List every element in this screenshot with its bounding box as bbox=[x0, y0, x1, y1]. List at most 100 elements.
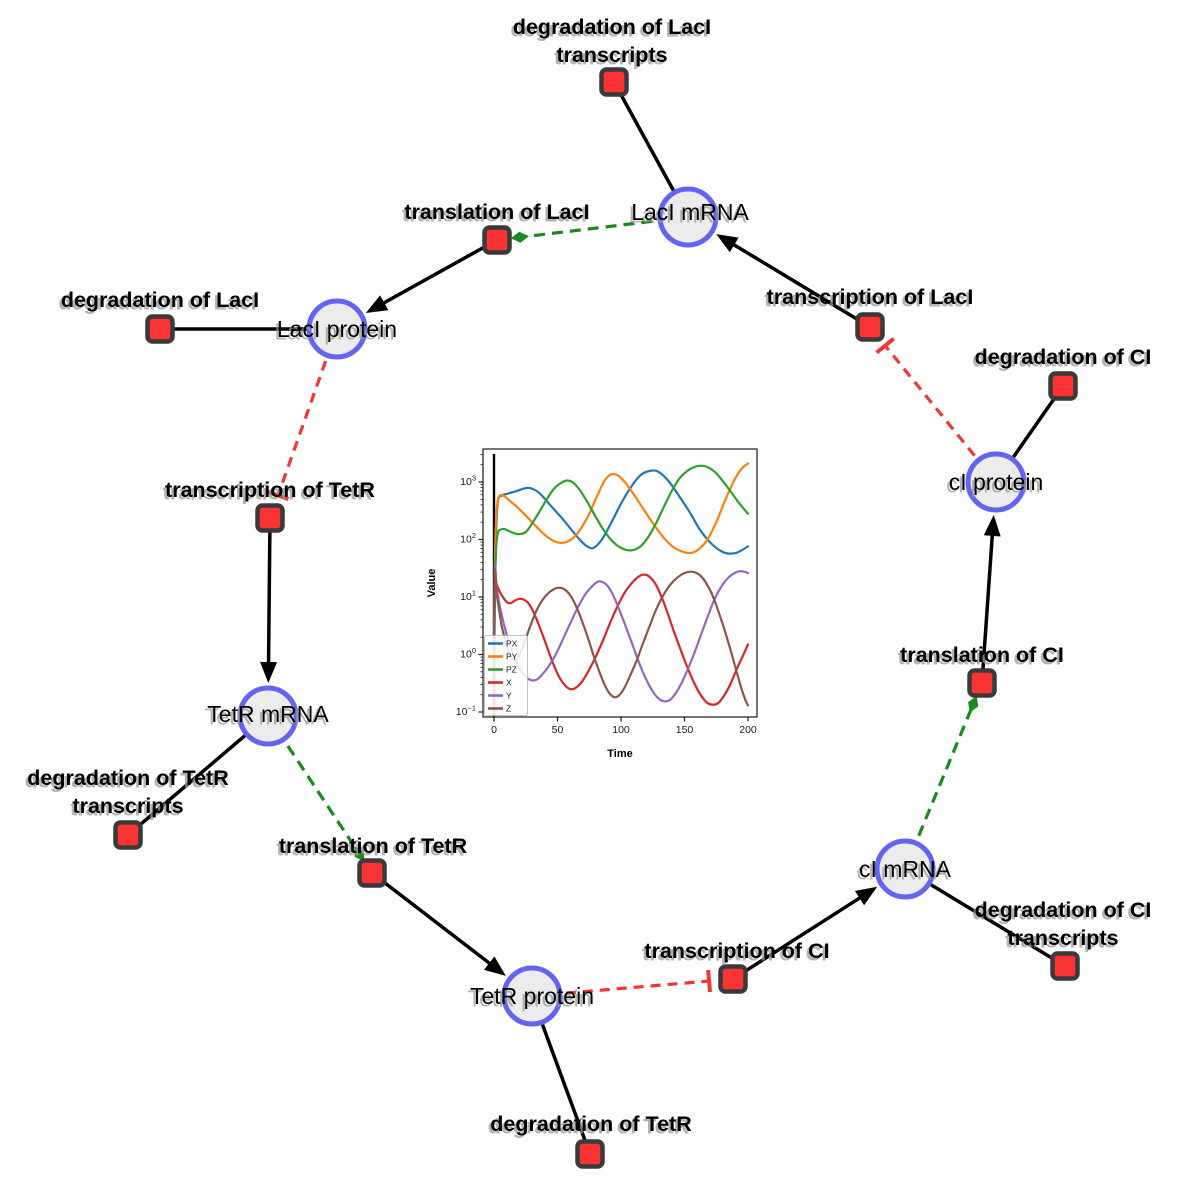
nodes-layer bbox=[113, 67, 1080, 1169]
arrowhead bbox=[484, 956, 506, 976]
reaction-node-transl_tetR[interactable] bbox=[357, 858, 387, 888]
reaction-node-transcr_cI[interactable] bbox=[718, 964, 748, 994]
species-label-tetR_protein-shadow: TetR protein bbox=[467, 986, 591, 1012]
reaction-label-transl_tetR: translation of TetR bbox=[279, 834, 468, 858]
reaction-label-deg_lacI_tr-shadow: transcripts bbox=[554, 46, 665, 70]
catalysis-arrowhead bbox=[354, 846, 365, 862]
chart-y-tick-label: 102 bbox=[460, 531, 476, 546]
reaction-label-transl_lacI: translation of LacI bbox=[404, 200, 589, 224]
chart-x-tick-label: 100 bbox=[612, 724, 630, 736]
species-label-cI_protein-shadow: cI protein bbox=[946, 472, 1041, 498]
chart-series-PZ bbox=[492, 464, 750, 717]
reaction-node-deg_tetR[interactable] bbox=[575, 1139, 605, 1169]
inset-chart: 0 50 100 150 20010−1100101102103TimeValuePXP… bbox=[426, 448, 758, 760]
legend-entry-Z: Z bbox=[506, 704, 511, 714]
chart-series-X bbox=[492, 568, 750, 717]
reaction-node-deg_lacI_tr[interactable] bbox=[599, 67, 629, 97]
species-label-lacI_mRNA-shadow: LacI mRNA bbox=[629, 202, 747, 228]
chart-series-PY bbox=[492, 462, 750, 717]
species-node-lacI_protein[interactable] bbox=[306, 298, 368, 360]
reaction-label-deg_tetR_tr-shadow: degradation of TetR bbox=[25, 769, 227, 793]
species-label-lacI_protein: LacI protein bbox=[277, 316, 397, 342]
edge-lacI_protein-transcr_tetR bbox=[266, 328, 339, 501]
reaction-label-transcr_tetR: transcription of TetR bbox=[165, 478, 375, 502]
reaction-label-deg_lacI-shadow: degradation of LacI bbox=[58, 291, 256, 315]
arrowhead bbox=[260, 661, 278, 684]
legend-entry-PY: PY bbox=[506, 652, 518, 662]
reaction-label-deg_cI_tr-shadow: transcripts bbox=[1005, 929, 1116, 953]
y-axis-label: Value bbox=[426, 569, 438, 598]
edges-layer bbox=[126, 81, 1066, 1155]
reaction-node-transl_lacI[interactable] bbox=[482, 225, 512, 255]
arrowhead bbox=[854, 886, 878, 906]
edge-transl_lacI-lacI_protein bbox=[365, 238, 498, 313]
chart-series-layer bbox=[492, 462, 750, 717]
edge-transcr_lacI-lacI_mRNA bbox=[716, 234, 871, 329]
edge-transcr_cI-cI_mRNA bbox=[732, 886, 878, 981]
edge-transl_cI-cI_protein bbox=[980, 514, 1001, 684]
species-label-tetR_mRNA-shadow: TetR mRNA bbox=[205, 704, 327, 730]
species-node-lacI_mRNA[interactable] bbox=[657, 186, 719, 248]
chart-series-Z bbox=[492, 567, 750, 717]
reaction-node-deg_cI_tr[interactable] bbox=[1050, 951, 1080, 981]
chart-legend: PX PY PZ XYZ bbox=[484, 635, 528, 716]
chart-series-PX bbox=[492, 469, 750, 717]
reaction-label-deg_tetR_tr-shadow: transcripts bbox=[70, 797, 181, 821]
chart-x-tick-label: 200 bbox=[739, 724, 757, 736]
chart-y-tick-label: 10−1 bbox=[456, 704, 476, 719]
reaction-label-deg_tetR: degradation of TetR bbox=[490, 1112, 692, 1136]
reaction-label-deg_tetR_tr: transcripts bbox=[72, 794, 183, 818]
catalysis-arrowhead bbox=[510, 231, 529, 243]
species-label-lacI_mRNA: LacI mRNA bbox=[631, 199, 749, 225]
arrowhead bbox=[365, 295, 389, 313]
arrowhead bbox=[716, 234, 739, 253]
edge-transl_tetR-tetR_protein bbox=[370, 871, 506, 976]
reaction-label-deg_cI_tr-shadow: degradation of CI bbox=[972, 901, 1149, 925]
edge-cI_protein-transcr_lacI bbox=[875, 337, 998, 484]
species-label-cI_protein: cI protein bbox=[949, 469, 1044, 495]
species-node-cI_mRNA[interactable] bbox=[874, 838, 936, 900]
reaction-label-deg_lacI_tr: transcripts bbox=[556, 43, 667, 67]
species-label-cI_mRNA: cI mRNA bbox=[859, 856, 952, 882]
chart-plot-area bbox=[482, 448, 758, 718]
edge-transcr_tetR-tetR_mRNA bbox=[260, 517, 278, 684]
reaction-label-transcr_cI-shadow: transcription of CI bbox=[642, 942, 827, 966]
edge-cI_mRNA-deg_cI_tr bbox=[904, 867, 1066, 968]
species-node-cI_protein[interactable] bbox=[965, 451, 1027, 513]
chart-x-tick-label: 150 bbox=[676, 724, 694, 736]
reaction-label-deg_lacI_tr-shadow: degradation of LacI bbox=[510, 18, 708, 42]
reaction-node-transcr_lacI[interactable] bbox=[855, 312, 885, 342]
reaction-label-transl_cI-shadow: translation of CI bbox=[898, 646, 1062, 670]
reaction-node-transcr_tetR[interactable] bbox=[255, 503, 285, 533]
reaction-label-deg_tetR_tr: degradation of TetR bbox=[27, 766, 229, 790]
edge-tetR_mRNA-deg_tetR_tr bbox=[126, 714, 270, 837]
chart-x-tick-label: 0 bbox=[491, 724, 497, 736]
chart-x-tick-label: 50 bbox=[552, 724, 564, 736]
reaction-label-deg_lacI: degradation of LacI bbox=[61, 288, 259, 312]
catalysis-arrowhead bbox=[968, 695, 979, 713]
reaction-node-deg_tetR_tr[interactable] bbox=[113, 820, 143, 850]
chart-y-tick-label: 100 bbox=[460, 646, 476, 661]
reaction-label-deg_cI_tr: transcripts bbox=[1007, 926, 1118, 950]
species-node-tetR_mRNA[interactable] bbox=[237, 685, 299, 747]
reaction-label-transcr_cI: transcription of CI bbox=[644, 939, 829, 963]
species-node-tetR_protein[interactable] bbox=[501, 965, 563, 1027]
reaction-label-transcr_lacI-shadow: transcription of LacI bbox=[764, 288, 971, 312]
reaction-label-deg_cI-shadow: degradation of CI bbox=[972, 348, 1149, 372]
reaction-node-transl_cI[interactable] bbox=[967, 668, 997, 698]
legend-entry-Y: Y bbox=[506, 691, 512, 701]
species-label-tetR_mRNA: TetR mRNA bbox=[207, 701, 329, 727]
reaction-label-transl_tetR-shadow: translation of TetR bbox=[276, 837, 465, 861]
legend-entry-X: X bbox=[506, 678, 512, 688]
reaction-label-transl_lacI-shadow: translation of LacI bbox=[402, 203, 587, 227]
reaction-label-transcr_tetR-shadow: transcription of TetR bbox=[163, 481, 373, 505]
reaction-node-deg_cI[interactable] bbox=[1048, 371, 1078, 401]
legend-entry-PZ: PZ bbox=[506, 665, 517, 675]
reaction-label-deg_cI_tr: degradation of CI bbox=[975, 898, 1152, 922]
species-label-lacI_protein-shadow: LacI protein bbox=[274, 319, 394, 345]
edge-tetR_protein-transcr_cI bbox=[531, 969, 713, 998]
reaction-node-deg_lacI[interactable] bbox=[145, 314, 175, 344]
